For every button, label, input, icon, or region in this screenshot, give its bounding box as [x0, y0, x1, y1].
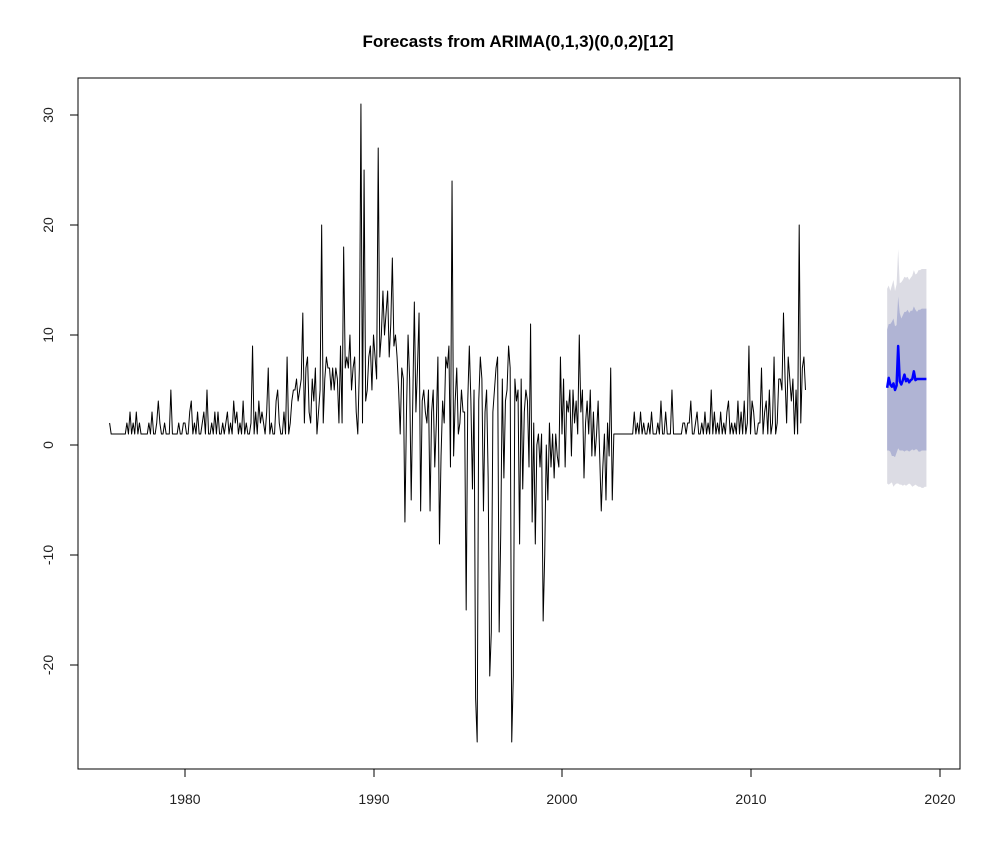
y-tick-label: 10	[40, 327, 56, 343]
y-tick-0: 0	[40, 441, 78, 449]
x-tick-label: 1980	[169, 791, 200, 807]
x-tick-label: 2020	[924, 791, 955, 807]
y-tick-label: -10	[40, 545, 56, 565]
x-axis: 1980 1990 2000 2010 2020	[169, 768, 956, 807]
y-tick-30: 30	[40, 107, 78, 123]
y-tick-10: 10	[40, 327, 78, 343]
x-tick-1990: 1990	[358, 769, 390, 807]
x-tick-2010: 2010	[735, 769, 767, 807]
forecast-bands	[887, 249, 927, 488]
series-line-forecast	[885, 344, 927, 392]
y-tick-label: 0	[40, 441, 56, 449]
y-tick-label: 30	[40, 107, 56, 123]
x-tick-label: 2000	[546, 791, 577, 807]
y-axis: 30 20 10 0 -10 -20	[40, 107, 79, 675]
y-tick-minus-20: -20	[40, 655, 78, 675]
y-tick-20: 20	[40, 217, 78, 233]
y-tick-minus-10: -10	[40, 545, 78, 565]
y-tick-label: 20	[40, 217, 56, 233]
x-tick-2000: 2000	[546, 769, 578, 807]
x-tick-1980: 1980	[169, 769, 201, 807]
x-tick-label: 2010	[735, 791, 766, 807]
series-lines	[109, 103, 927, 743]
chart-title: Forecasts from ARIMA(0,1,3)(0,0,2)[12]	[362, 32, 673, 51]
x-tick-label: 1990	[358, 791, 389, 807]
series-line-history	[109, 103, 806, 743]
x-tick-2020: 2020	[924, 769, 956, 807]
prediction-band-80	[887, 296, 927, 458]
y-tick-label: -20	[40, 655, 56, 675]
